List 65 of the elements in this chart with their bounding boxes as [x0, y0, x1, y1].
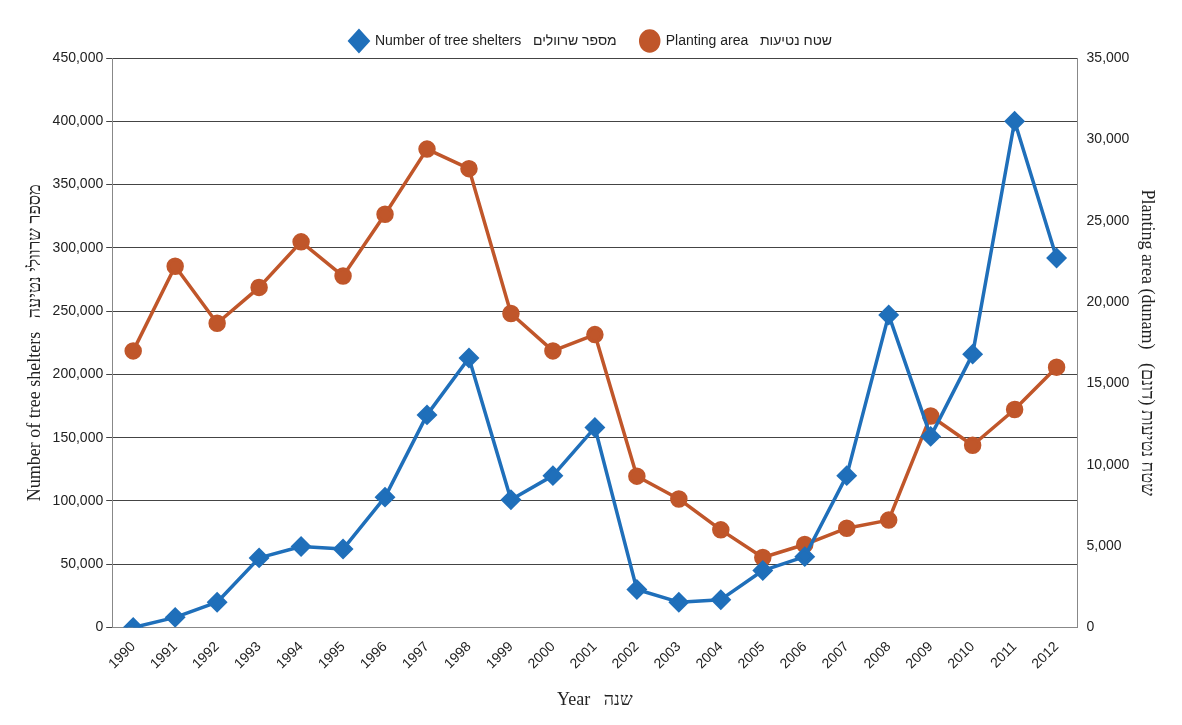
point [544, 342, 562, 360]
y-tick-label: 200,000 [52, 365, 104, 382]
point [543, 465, 563, 486]
y-tick-label: 300,000 [52, 238, 104, 255]
y2-tick-label: 30,000 [1086, 130, 1130, 147]
point [878, 305, 899, 325]
y-tick-label: 250,000 [52, 301, 104, 318]
point [207, 592, 227, 612]
point [669, 592, 689, 612]
point [208, 314, 226, 332]
point [920, 426, 941, 447]
y2-tick-label: 5,000 [1086, 537, 1122, 553]
point [628, 467, 646, 485]
point [501, 489, 521, 510]
point [333, 539, 353, 559]
point [165, 607, 185, 628]
point [250, 278, 268, 297]
y-tick-label: 150,000 [52, 428, 104, 445]
point [1046, 248, 1067, 268]
point [711, 589, 731, 610]
point [418, 140, 436, 158]
point [1047, 358, 1066, 376]
x-axis-title: Year שנה [557, 688, 633, 709]
point [334, 267, 352, 285]
y2-tick-label: 35,000 [1086, 48, 1130, 65]
y2-tick-label: 15,000 [1086, 374, 1130, 391]
y2-tick-label: 0 [1086, 618, 1095, 635]
point [249, 548, 269, 568]
point [502, 304, 520, 323]
point [417, 405, 437, 425]
point [962, 344, 983, 364]
point [963, 436, 982, 455]
point [627, 579, 647, 600]
point [460, 159, 478, 178]
point [585, 417, 605, 438]
legend-label: Planting area שטח נטיעות [665, 31, 833, 48]
point [753, 560, 773, 581]
point [670, 490, 688, 508]
point [375, 487, 395, 507]
legend-label: Number of tree shelters מספר שרוולים [374, 31, 617, 48]
point [837, 519, 856, 537]
point [459, 348, 479, 368]
y2-tick-label: 10,000 [1086, 455, 1130, 472]
y-axis-title: Number of tree shelters מספר שרוולי נטיעה [23, 184, 44, 502]
y-tick-label: 350,000 [52, 175, 104, 192]
y-tick-label: 0 [95, 618, 104, 635]
y-tick-label: 450,000 [52, 48, 104, 65]
y2-tick-label: 20,000 [1086, 292, 1130, 309]
point [586, 325, 604, 344]
point [836, 465, 857, 486]
y-tick-label: 100,000 [52, 491, 104, 508]
point [879, 511, 898, 529]
point [291, 536, 311, 557]
y2-axis-title: Planting area (dunam) שטח נטיעות (דונם) [1137, 189, 1159, 497]
y-tick-label: 400,000 [52, 112, 104, 129]
point [712, 521, 730, 539]
point [795, 546, 815, 567]
point [292, 233, 310, 251]
point [376, 205, 394, 223]
point [124, 342, 142, 360]
point [1004, 111, 1025, 132]
point [166, 257, 184, 276]
y2-tick-label: 25,000 [1086, 211, 1130, 228]
y-tick-label: 50,000 [60, 555, 104, 572]
point [1005, 400, 1024, 419]
